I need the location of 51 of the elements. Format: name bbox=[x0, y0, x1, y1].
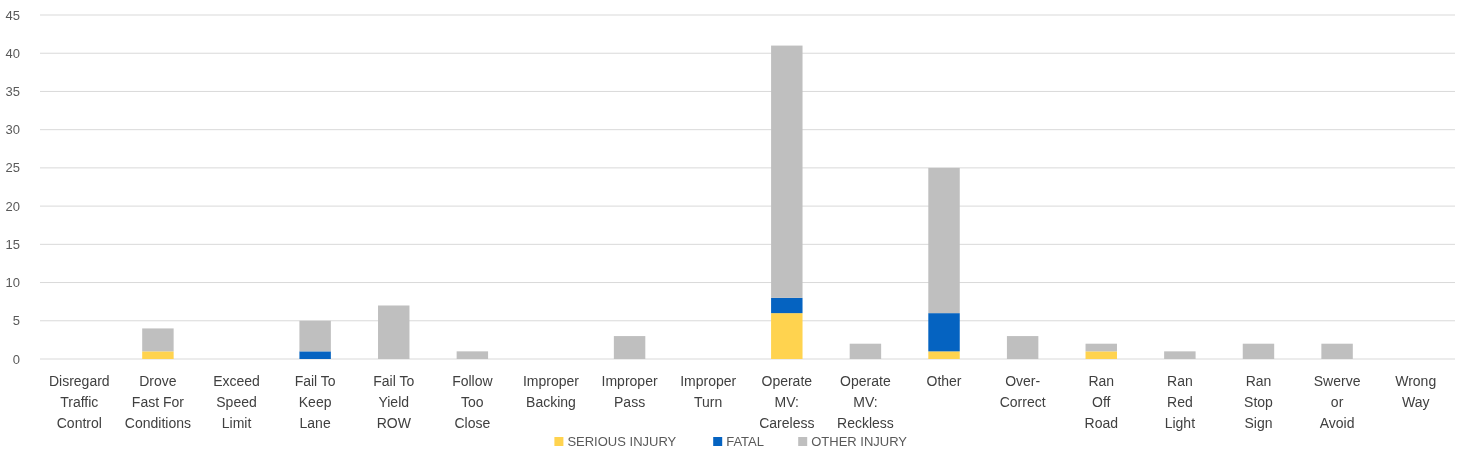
y-tick-label: 30 bbox=[5, 122, 20, 138]
bar bbox=[1242, 343, 1275, 359]
bar bbox=[771, 313, 803, 359]
y-tick-label: 20 bbox=[5, 198, 20, 214]
bar bbox=[928, 167, 960, 314]
bar bbox=[1164, 351, 1196, 359]
x-tick-label: Operate MV: Careless bbox=[759, 373, 815, 431]
legend-label: OTHER INJURY bbox=[811, 434, 908, 449]
x-tick-label: Improper Turn bbox=[680, 373, 737, 410]
bar bbox=[1006, 336, 1039, 359]
bar bbox=[928, 313, 960, 352]
bar bbox=[299, 320, 331, 352]
y-tick-label: 0 bbox=[12, 351, 20, 367]
bar bbox=[378, 305, 410, 359]
x-tick-label: Improper Backing bbox=[522, 373, 580, 410]
x-tick-label: Other bbox=[926, 373, 962, 389]
bar bbox=[1085, 351, 1117, 359]
x-tick-label: Ran Red Light bbox=[1164, 373, 1196, 431]
y-tick-label: 25 bbox=[5, 160, 20, 176]
x-tick-label: Exceed Speed Limit bbox=[213, 373, 260, 431]
y-tick-label: 15 bbox=[5, 236, 20, 252]
x-tick-label: Drove Fast For Conditions bbox=[124, 373, 191, 431]
bar bbox=[142, 328, 174, 352]
x-tick-label: Swerve or Avoid bbox=[1313, 373, 1361, 431]
legend-label: FATAL bbox=[726, 434, 765, 449]
x-tick-label: Improper Pass bbox=[601, 373, 658, 410]
bar bbox=[771, 45, 803, 298]
x-tick-label: Follow Too Close bbox=[452, 373, 494, 431]
x-tick-label: Fail To Yield ROW bbox=[373, 373, 415, 431]
y-tick-label: 40 bbox=[5, 45, 20, 61]
x-tick-label: Fail To Keep Lane bbox=[294, 373, 336, 431]
x-tick-label: Disregard Traffic Control bbox=[48, 373, 110, 431]
bar bbox=[771, 297, 803, 314]
bar bbox=[613, 336, 646, 359]
bar bbox=[849, 343, 882, 359]
bar bbox=[299, 351, 331, 359]
legend-label: SERIOUS INJURY bbox=[567, 434, 677, 449]
x-tick-label: Ran Stop Sign bbox=[1244, 373, 1274, 431]
y-tick-label: 5 bbox=[12, 313, 20, 329]
bar bbox=[456, 351, 489, 359]
x-tick-label: Over- Correct bbox=[999, 373, 1046, 410]
bar bbox=[928, 351, 960, 359]
y-tick-label: 35 bbox=[5, 83, 20, 99]
bar bbox=[1321, 343, 1353, 359]
x-tick-label: Wrong Way bbox=[1395, 373, 1437, 410]
bar bbox=[142, 351, 174, 359]
x-tick-label: Operate MV: Reckless bbox=[837, 373, 894, 431]
y-tick-label: 10 bbox=[5, 275, 20, 291]
y-tick-label: 45 bbox=[5, 7, 20, 23]
x-tick-label: Ran Off Road bbox=[1084, 373, 1118, 431]
bar bbox=[1085, 343, 1117, 352]
